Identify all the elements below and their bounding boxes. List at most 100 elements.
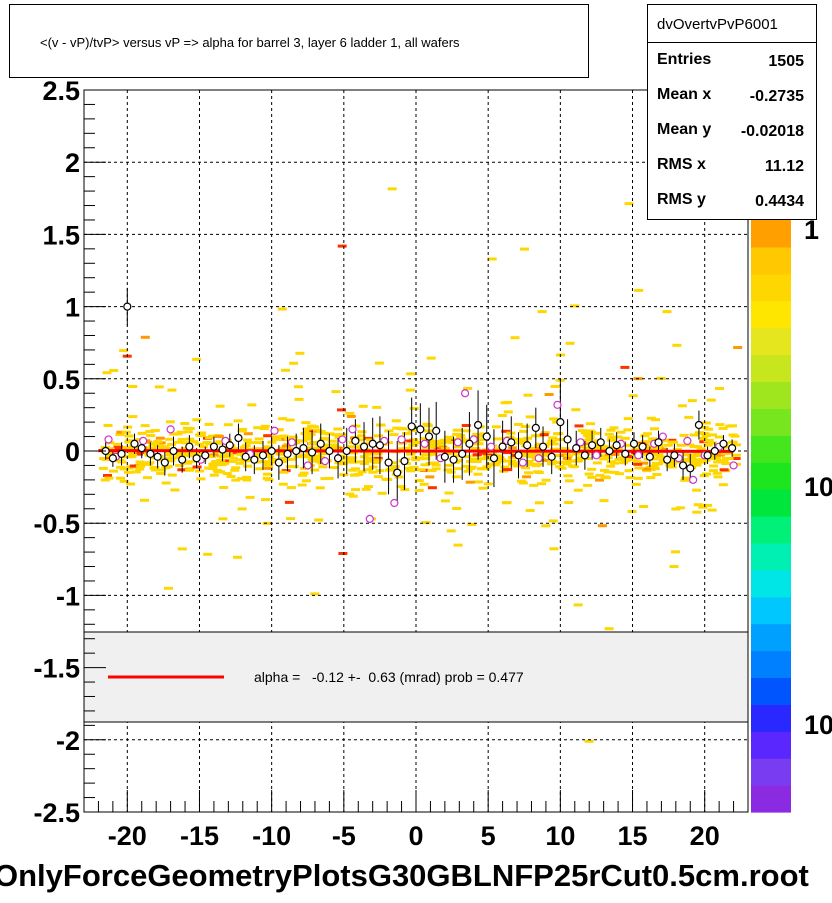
profile-point-magenta <box>320 457 330 466</box>
density-cell <box>633 462 643 466</box>
fit-legend-text: alpha = -0.12 +- 0.63 (mrad) prob = 0.47… <box>254 669 524 685</box>
density-cell <box>293 455 303 459</box>
density-cell <box>421 521 431 525</box>
density-cell <box>237 429 247 433</box>
density-cell <box>671 507 681 511</box>
density-cell <box>604 432 614 436</box>
density-cell <box>129 464 139 468</box>
density-cell <box>364 485 373 489</box>
density-cell <box>219 455 229 459</box>
palette-label: 10 <box>804 472 832 502</box>
density-cell <box>696 447 706 451</box>
density-cell <box>427 445 437 449</box>
palette-cell <box>751 650 791 678</box>
density-cell <box>192 357 202 361</box>
density-cell <box>595 478 604 482</box>
profile-point-black <box>117 449 126 458</box>
density-cell <box>728 433 738 437</box>
density-cell <box>414 456 424 460</box>
density-cell <box>301 479 311 483</box>
stats-histogram-name: dvOvertvPvP6001 <box>648 5 816 43</box>
density-cell <box>587 467 597 471</box>
density-cell <box>128 453 138 457</box>
density-cell <box>541 442 551 446</box>
density-cell <box>414 479 424 483</box>
profile-point-black <box>384 458 393 467</box>
density-cell <box>525 509 535 512</box>
stats-label: RMS y <box>657 191 706 208</box>
density-cell <box>277 307 287 311</box>
density-cell <box>420 463 430 467</box>
density-cell <box>564 501 574 504</box>
profile-point-magenta <box>303 461 312 470</box>
profile-point-black <box>169 446 178 456</box>
density-cell <box>681 476 691 480</box>
density-cell <box>613 435 623 439</box>
density-cell <box>487 257 497 261</box>
density-cell <box>733 346 743 349</box>
density-cell <box>237 507 247 511</box>
density-cell <box>356 434 366 438</box>
profile-point-black <box>299 444 308 453</box>
density-cell <box>495 456 505 460</box>
density-cell <box>445 452 455 456</box>
density-cell <box>539 433 549 437</box>
density-cell <box>692 488 702 492</box>
stats-label: Entries <box>657 51 712 68</box>
density-cell <box>329 466 339 469</box>
density-cell <box>667 462 677 465</box>
profile-point-black <box>146 449 155 458</box>
profile-point-black <box>556 418 565 427</box>
density-cell <box>702 472 711 476</box>
density-cell <box>285 465 295 469</box>
density-cell <box>454 459 463 463</box>
density-cell <box>452 428 462 432</box>
density-cell <box>639 461 649 465</box>
density-cell <box>403 439 413 443</box>
density-cell <box>253 441 263 445</box>
profile-point-black <box>645 452 654 461</box>
density-cell <box>650 467 660 471</box>
density-cell <box>409 407 419 410</box>
density-cell <box>272 437 282 441</box>
density-cell <box>517 479 526 483</box>
density-cell <box>721 462 731 465</box>
palette-cell <box>751 758 791 786</box>
stats-row-rms-y: RMS y 0.4434 <box>648 183 816 218</box>
x-tick-label: 5 <box>481 821 496 851</box>
density-cell <box>624 202 634 206</box>
density-cell <box>143 476 152 480</box>
density-cell <box>518 481 528 485</box>
profile-point-black <box>538 442 548 451</box>
density-cell <box>174 452 184 456</box>
density-cell <box>618 456 628 460</box>
density-cell <box>456 433 466 437</box>
profile-point-black <box>728 444 737 453</box>
profile-point-black <box>267 446 276 456</box>
density-cell <box>422 453 432 457</box>
density-cell <box>658 447 668 451</box>
profile-point-black <box>393 468 402 477</box>
density-cell <box>276 452 286 456</box>
density-cell <box>315 486 325 490</box>
density-cell <box>293 385 303 389</box>
profile-point-black <box>686 464 695 473</box>
profile-point-black <box>359 442 369 451</box>
density-cell <box>327 439 337 443</box>
density-cell <box>719 468 729 472</box>
palette-cell <box>751 569 791 598</box>
density-cell <box>406 372 416 376</box>
density-cell <box>613 448 623 451</box>
density-cell <box>584 739 594 743</box>
density-cell <box>580 431 590 435</box>
profile-point-magenta <box>348 425 357 434</box>
density-cell <box>709 464 719 468</box>
density-cell <box>519 429 528 433</box>
density-cell <box>274 428 284 432</box>
density-cell <box>241 444 251 448</box>
profile-point-magenta <box>576 438 585 447</box>
density-cell <box>320 446 330 450</box>
density-cell <box>687 455 697 459</box>
density-cell <box>153 440 163 444</box>
density-cell <box>599 499 609 503</box>
